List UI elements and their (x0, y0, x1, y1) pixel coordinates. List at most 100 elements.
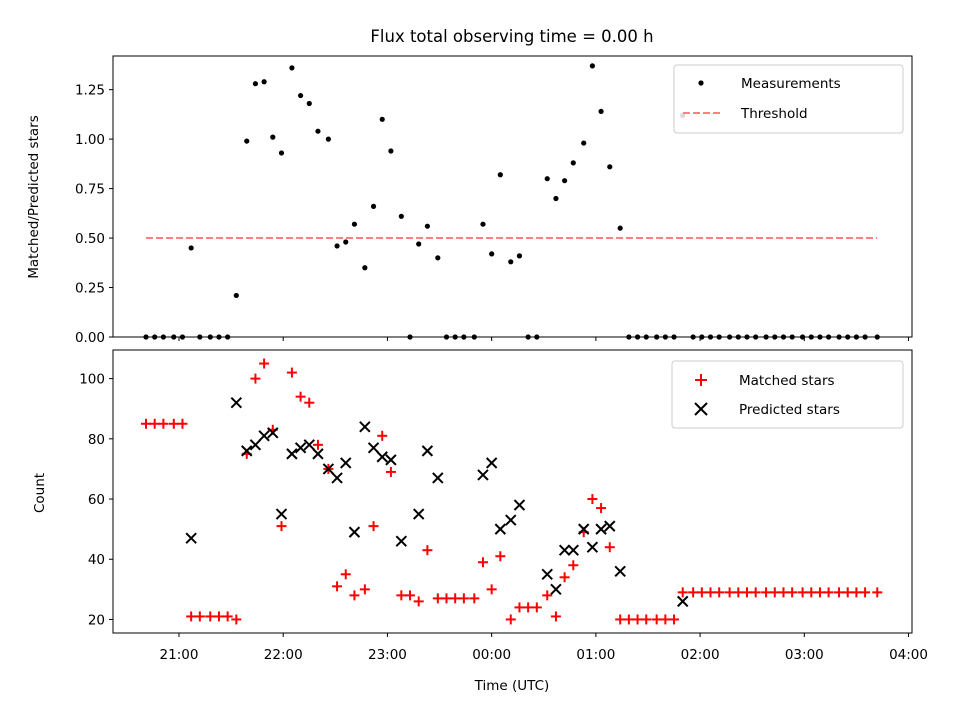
matched-star-point (814, 587, 825, 598)
x-tick-label: 22:00 (264, 647, 303, 663)
predicted-star-point (185, 532, 197, 544)
matched-star-point (168, 418, 179, 429)
measurement-point (315, 128, 321, 134)
x-tick-label: 00:00 (472, 647, 511, 663)
measurement-point (297, 92, 304, 99)
bottom-x-axis-ticks: 21:00 22:00 23:00 00:00 01:00 02:00 03:00 04:00 (160, 633, 928, 663)
matched-star-point (250, 373, 261, 384)
matched-star-point (651, 614, 662, 625)
bottom-y-tick-label: 80 (88, 432, 105, 448)
measurement-point (351, 221, 358, 227)
matched-star-point (724, 587, 735, 598)
measurement-point (270, 134, 276, 140)
matched-star-point (769, 587, 780, 598)
top-y-tick-label: 0.25 (75, 281, 105, 297)
matched-star-point (385, 466, 396, 477)
matched-star-point (469, 593, 480, 604)
matched-star-point (733, 587, 744, 598)
bottom-legend-box (671, 360, 904, 429)
matched-star-point (295, 391, 306, 402)
matched-star-point (276, 521, 287, 532)
top-y-tick-label: 1.25 (75, 83, 105, 99)
matched-star-point (458, 593, 469, 604)
matched-star-point (761, 587, 772, 598)
matched-star-point (860, 587, 871, 598)
measurement-point (480, 221, 486, 227)
matched-star-point (604, 542, 615, 553)
top-y-tick-label: 0.00 (75, 330, 105, 346)
x-tick-label: 01:00 (576, 647, 615, 663)
predicted-star-point (614, 565, 626, 577)
matched-star-point (222, 611, 233, 622)
matched-star-point (823, 587, 834, 598)
bottom-y-tick-label: 20 (88, 612, 105, 628)
matched-star-point (750, 587, 761, 598)
predicted-star-point (385, 454, 397, 466)
measurement-point (435, 255, 441, 261)
matched-star-point (531, 602, 542, 613)
measurement-point (343, 239, 349, 245)
matched-star-point (660, 614, 671, 625)
measurement-point (325, 136, 331, 142)
measurement-point (261, 79, 267, 85)
matched-star-point (559, 572, 570, 583)
predicted-star-point (586, 541, 599, 553)
top-legend-box (673, 64, 904, 134)
predicted-star-point (267, 427, 279, 439)
matched-star-point (377, 430, 388, 441)
x-tick-label: 02:00 (681, 647, 720, 663)
measurement-point (416, 241, 422, 247)
measurement-point (581, 140, 587, 146)
measurement-point (489, 251, 495, 257)
matched-star-point (359, 584, 370, 595)
matched-star-point (632, 614, 643, 625)
measurement-point (508, 259, 514, 265)
matched-star-point (514, 602, 525, 613)
matched-star-point (596, 503, 607, 514)
predicted-star-point (294, 442, 307, 454)
chart-title: Flux total observing time = 0.00 h (370, 27, 653, 46)
matched-star-point (714, 587, 725, 598)
measurement-point (370, 203, 377, 209)
matched-star-point (787, 587, 798, 598)
matched-star-point (486, 584, 497, 595)
matched-star-point (205, 611, 216, 622)
predicted-star-point (432, 472, 444, 484)
measurement-point (233, 292, 239, 299)
matched-star-point (834, 587, 845, 598)
matched-star-point (688, 587, 699, 598)
matched-star-point (450, 593, 461, 604)
predicted-star-point (312, 448, 324, 460)
measurement-point (544, 176, 550, 182)
matched-star-point (286, 367, 297, 378)
matched-star-point (405, 590, 416, 601)
measurement-point (398, 213, 404, 219)
matched-star-point (340, 569, 351, 580)
predicted-star-point (249, 439, 262, 451)
measurement-point (334, 243, 340, 249)
measurement-point (252, 81, 259, 87)
matched-star-point (441, 593, 452, 604)
star-count-panel: 20 40 60 80 100 21:00 22:00 23:00 00:00 01:00 02:… (32, 349, 928, 694)
matched-star-point (304, 397, 315, 408)
predicted-star-point (558, 544, 571, 556)
measurement-point (244, 138, 250, 144)
predicted-star-point (513, 499, 526, 511)
matched-star-point (696, 587, 707, 598)
legend-measurements-label: Measurements (741, 76, 841, 92)
measurement-point (289, 65, 295, 71)
matched-star-point (432, 593, 443, 604)
measurement-point (617, 225, 623, 231)
x-tick-label: 04:00 (889, 647, 928, 663)
matched-star-point (158, 418, 169, 429)
legend-predicted-marker (694, 402, 708, 416)
predicted-star-point (376, 451, 388, 463)
x-axis-label: Time (UTC) (474, 678, 550, 694)
top-x-axis-ticks (178, 337, 910, 341)
measurement-point (607, 164, 613, 170)
matched-star-point (741, 587, 752, 598)
matched-star-point (842, 587, 853, 598)
predicted-star-point (595, 523, 607, 535)
predicted-star-point (541, 568, 553, 580)
bottom-legend: Matched stars Predicted stars (671, 360, 904, 429)
